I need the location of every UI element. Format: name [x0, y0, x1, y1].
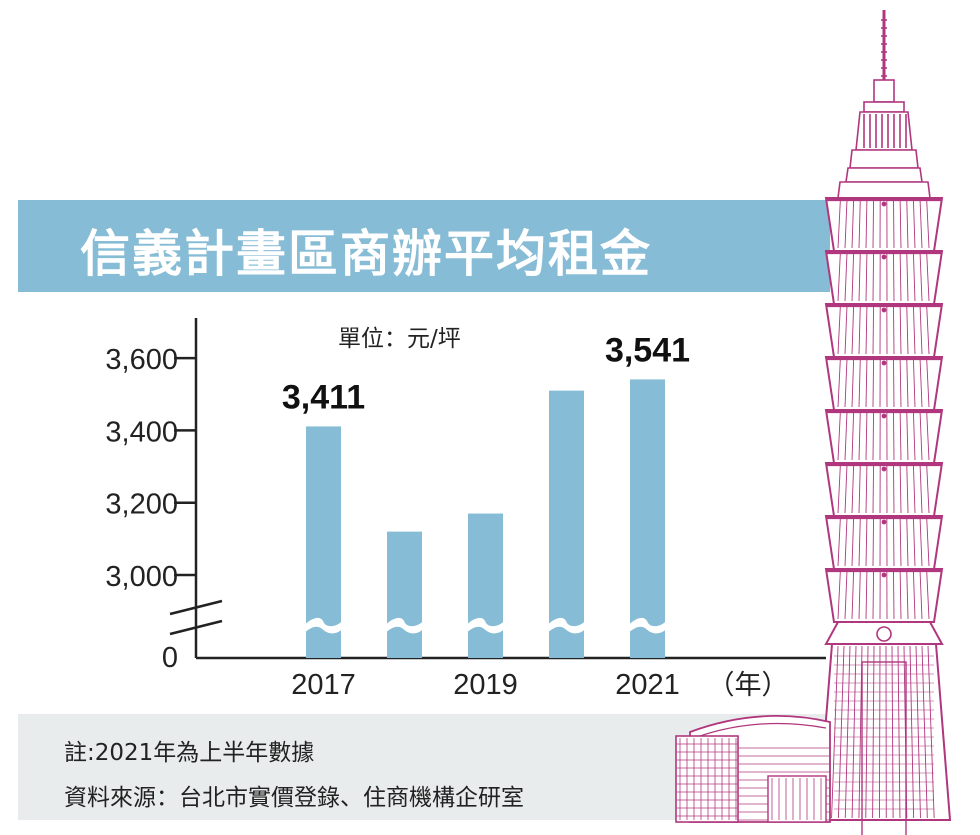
tower-section	[824, 303, 944, 358]
bar-break-band	[465, 617, 506, 634]
tower-section	[824, 515, 944, 570]
x-tick-label: 2019	[453, 669, 518, 701]
x-tick-label: 2017	[291, 669, 356, 701]
chart-title: 信義計畫區商辦平均租金	[80, 225, 652, 283]
bar-break-band	[384, 617, 425, 634]
tower-section	[824, 250, 944, 305]
x-tick-label: 2021	[615, 669, 680, 701]
y-tick-label: 3,000	[105, 561, 178, 593]
tower-outline	[675, 10, 952, 835]
axis-break-mark	[169, 619, 223, 636]
axis-break-mark	[169, 599, 223, 616]
bar-2019	[468, 513, 503, 658]
tower-section	[824, 356, 944, 411]
y-tick-label: 3,400	[105, 416, 178, 448]
tower-section	[824, 462, 944, 517]
bar-2017	[306, 426, 341, 658]
y-tick-label: 3,600	[105, 344, 178, 376]
note-source: 資料來源：台北市實價登錄、住商機構企研室	[64, 785, 524, 811]
bar-2021	[630, 379, 665, 658]
bar-2018	[387, 531, 422, 658]
tower-section	[824, 568, 944, 623]
unit-label: 單位：元/坪	[338, 326, 461, 352]
tower-section	[824, 409, 944, 464]
tower-mall	[675, 715, 831, 823]
bar-break-band	[627, 617, 668, 634]
bar-2020	[549, 390, 584, 658]
note-data-period: 註:2021年為上半年數據	[64, 740, 315, 766]
title-band	[18, 200, 830, 292]
y-tick-label: 0	[162, 642, 178, 674]
y-tick-label: 3,200	[105, 489, 178, 521]
bar-break-band	[303, 617, 344, 634]
tower-section	[824, 197, 944, 252]
x-axis-unit: （年）	[708, 670, 789, 701]
data-label-2021: 3,541	[605, 331, 690, 369]
data-label-2017: 3,411	[282, 378, 365, 416]
bar-break-band	[546, 617, 587, 634]
